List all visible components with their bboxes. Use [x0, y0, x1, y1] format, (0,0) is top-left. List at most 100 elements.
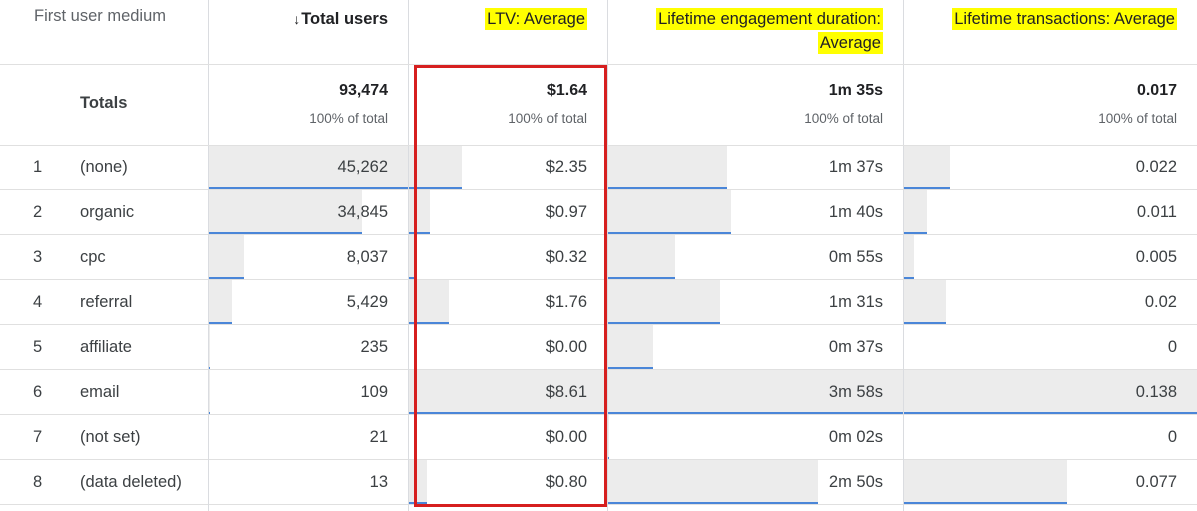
cell-value: 34,845 [337, 203, 388, 221]
cell-value: $0.32 [545, 248, 587, 266]
cell-value: $1.76 [545, 293, 587, 311]
header-ltv-label: LTV: Average [485, 8, 587, 30]
column-divider [607, 0, 608, 511]
table-row[interactable]: 5 affiliate 235 $0.00 0m 37s 0 [0, 325, 1197, 370]
cell-value: $2.35 [545, 158, 587, 176]
table-header: First user medium ↓Total users LTV: Aver… [0, 0, 1197, 64]
cell-value: $8.61 [545, 383, 587, 401]
header-ltv[interactable]: LTV: Average [485, 7, 587, 31]
cell-total-users: 21 [208, 415, 408, 460]
header-transactions[interactable]: Lifetime transactions: Average [952, 7, 1177, 31]
cell-value: 8,037 [346, 248, 388, 266]
header-first-user-medium[interactable]: First user medium [34, 7, 167, 25]
cell-value: 1m 40s [828, 203, 883, 221]
cell-total-users: 5,429 [208, 280, 408, 325]
table-row[interactable]: 8 (data deleted) 13 $0.80 2m 50s 0.077 [0, 460, 1197, 505]
cell-total-users: 13 [208, 460, 408, 505]
cell-engagement: 0m 37s [607, 325, 903, 370]
cell-engagement: 1m 31s [607, 280, 903, 325]
cell-value: 0m 55s [828, 248, 883, 266]
cell-engagement: 0m 55s [607, 235, 903, 280]
totals-pct: 100% of total [309, 111, 388, 126]
cell-total-users: 235 [208, 325, 408, 370]
totals-transactions: 0.017 100% of total [903, 64, 1197, 145]
header-engagement-cell[interactable]: Lifetime engagement duration: Average [607, 0, 903, 64]
cell-ltv: $1.76 [408, 280, 607, 325]
row-dimension-value: organic [80, 203, 135, 221]
totals-value: 0.017 [1136, 82, 1177, 99]
row-divider [0, 414, 1197, 415]
cell-bar-line [408, 412, 607, 415]
header-engagement-line1: Lifetime engagement duration: [656, 8, 883, 30]
row-divider [0, 504, 1197, 505]
cell-value: $0.80 [545, 473, 587, 491]
header-total-users-cell[interactable]: ↓Total users [208, 0, 408, 64]
row-index: 3 [33, 248, 43, 266]
cell-bar-line [607, 412, 903, 415]
cell-bar-fill [607, 145, 727, 187]
cell-bar-line [607, 502, 818, 505]
totals-total-users: 93,474 100% of total [208, 64, 408, 145]
cell-value: 0.138 [1135, 383, 1177, 401]
cell-value: $0.00 [545, 428, 587, 446]
cell-bar-fill [607, 190, 731, 232]
row-divider [0, 279, 1197, 280]
row-index: 4 [33, 293, 43, 311]
cell-bar-line [607, 277, 675, 280]
header-engagement-line2: Average [817, 32, 883, 54]
cell-value: 0 [1167, 338, 1177, 356]
totals-value: 1m 35s [828, 82, 883, 99]
cell-ltv: $0.32 [408, 235, 607, 280]
cell-value: 0m 37s [828, 338, 883, 356]
cell-value: $0.97 [545, 203, 587, 221]
table-row[interactable]: 7 (not set) 21 $0.00 0m 02s 0 [0, 415, 1197, 460]
cell-bar-line [408, 277, 415, 280]
cell-bar-fill [408, 370, 607, 412]
cell-bar-fill [607, 235, 675, 277]
cell-value: 1m 37s [828, 158, 883, 176]
cell-bar-line [607, 232, 731, 235]
cell-engagement: 1m 40s [607, 190, 903, 235]
table-row[interactable]: 6 email 109 $8.61 3m 58s 0.138 [0, 370, 1197, 415]
cell-value: 2m 50s [828, 473, 883, 491]
cell-ltv: $0.00 [408, 415, 607, 460]
table-row[interactable]: 3 cpc 8,037 $0.32 0m 55s 0.005 [0, 235, 1197, 280]
cell-bar-line [903, 187, 950, 190]
header-transactions-label: Lifetime transactions: Average [952, 8, 1177, 30]
cell-engagement: 1m 37s [607, 145, 903, 190]
row-divider [0, 64, 1197, 65]
header-dimension-cell[interactable]: First user medium [0, 0, 208, 64]
cell-bar-line [408, 502, 427, 505]
header-engagement[interactable]: Lifetime engagement duration: Average [656, 7, 883, 55]
cell-bar-fill [903, 280, 946, 322]
row-index: 8 [33, 473, 43, 491]
header-ltv-cell[interactable]: LTV: Average [408, 0, 607, 64]
cell-value: 0 [1167, 428, 1177, 446]
cell-value: 21 [369, 428, 388, 446]
cell-total-users: 34,845 [208, 190, 408, 235]
table-row[interactable]: 2 organic 34,845 $0.97 1m 40s 0.011 [0, 190, 1197, 235]
row-dimension-value: (not set) [80, 428, 141, 446]
row-divider [0, 234, 1197, 235]
cell-bar-fill [607, 370, 903, 412]
totals-pct: 100% of total [804, 111, 883, 126]
row-dimension-value: cpc [80, 248, 106, 266]
row-index: 5 [33, 338, 43, 356]
cell-bar-line [408, 187, 462, 190]
column-divider [208, 0, 209, 511]
header-total-users[interactable]: ↓Total users [293, 7, 388, 31]
row-index: 1 [33, 158, 43, 176]
table-row[interactable]: 1 (none) 45,262 $2.35 1m 37s 0.022 [0, 145, 1197, 190]
column-divider [903, 0, 904, 511]
cell-transactions: 0 [903, 415, 1197, 460]
cell-ltv: $8.61 [408, 370, 607, 415]
cell-value: 235 [360, 338, 388, 356]
totals-value: 93,474 [339, 82, 388, 99]
header-transactions-cell[interactable]: Lifetime transactions: Average [903, 0, 1197, 64]
table-row[interactable]: 4 referral 5,429 $1.76 1m 31s 0.02 [0, 280, 1197, 325]
cell-value: 45,262 [337, 158, 388, 176]
cell-bar-fill [903, 145, 950, 187]
cell-value: 0.011 [1136, 203, 1177, 221]
row-dimension-value: (none) [80, 158, 128, 176]
sort-descending-icon[interactable]: ↓ [293, 11, 301, 27]
